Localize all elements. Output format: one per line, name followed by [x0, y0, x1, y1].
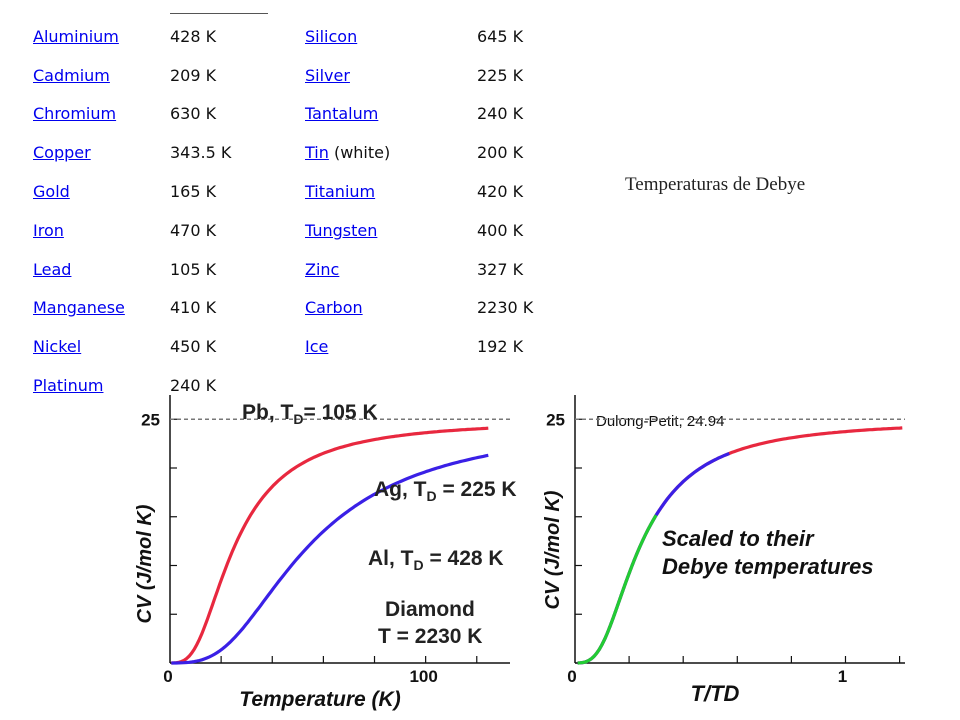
- element-link[interactable]: Ice: [305, 337, 329, 357]
- element-link[interactable]: Carbon: [305, 298, 363, 318]
- debye-temperature: 165 K: [170, 182, 217, 202]
- element-link[interactable]: Tin: [305, 143, 329, 163]
- label-al: Al, TD = 428 K: [368, 547, 504, 573]
- table-row: Iron 470 K Tungsten 400 K: [33, 211, 557, 250]
- debye-temperature: 420 K: [477, 182, 524, 202]
- chart1-ylabel-c: CV (J/mol K): [134, 504, 156, 623]
- debye-temperature: 410 K: [170, 298, 217, 318]
- element-link[interactable]: Iron: [33, 220, 64, 240]
- debye-temperature: 450 K: [170, 337, 217, 357]
- debye-temperature: 470 K: [170, 220, 217, 240]
- debye-temperature: 192 K: [477, 337, 524, 357]
- chart1-y-tick-label: 25: [141, 410, 160, 429]
- table-row: Cadmium 209 K Silver 225 K: [33, 56, 557, 95]
- element-link[interactable]: Silicon: [305, 26, 358, 46]
- debye-temperature: 225 K: [477, 65, 524, 85]
- label-pb: Pb, TD= 105 K: [242, 401, 378, 427]
- chart1-x-tick-label: 100: [409, 667, 437, 686]
- element-link[interactable]: Copper: [33, 143, 91, 163]
- table-row: Chromium 630 K Tantalum 240 K: [33, 95, 557, 134]
- dulong-petit-label: Dulong-Petit, 24.94: [596, 413, 724, 430]
- debye-temperature: 428 K: [170, 26, 217, 46]
- chart1-xlabel: Temperature (K): [239, 688, 400, 711]
- element-link[interactable]: Lead: [33, 259, 72, 279]
- element-link[interactable]: Cadmium: [33, 65, 110, 85]
- debye-temperature: 630 K: [170, 104, 217, 124]
- table-row: Copper 343.5 K Tin (white) 200 K: [33, 133, 557, 172]
- element-link[interactable]: Silver: [305, 65, 350, 85]
- debye-temperature-table: Aluminium 428 K Silicon 645 K Cadmium 209 K Si…: [33, 17, 557, 405]
- caption: Temperaturas de Debye: [625, 174, 806, 195]
- chart2-x-tick-label: 1: [838, 667, 847, 686]
- chart2-x-tick-label: 0: [567, 667, 576, 686]
- chart1-x-tick-label: 0: [163, 667, 172, 686]
- table-row: Manganese 410 K Carbon 2230 K: [33, 289, 557, 328]
- scaled-note-1: Scaled to their: [662, 526, 815, 551]
- chart2-xlabel: T/TD: [691, 681, 740, 706]
- debye-temperature: 209 K: [170, 65, 217, 85]
- debye-temperature: 240 K: [477, 104, 524, 124]
- table-row: Gold 165 K Titanium 420 K: [33, 172, 557, 211]
- debye-temperature: 400 K: [477, 220, 524, 240]
- debye-temperature: 105 K: [170, 259, 217, 279]
- chart1-ylabel: CV (J/mol K): [134, 504, 156, 623]
- table-row: Platinum 240 K: [33, 366, 557, 405]
- chart1-series-pb: [171, 426, 489, 665]
- element-link[interactable]: Nickel: [33, 337, 82, 357]
- chart2-series-al: [577, 514, 658, 665]
- element-link[interactable]: Manganese: [33, 298, 125, 318]
- element-link[interactable]: Gold: [33, 182, 70, 202]
- debye-temperature: 2230 K: [477, 298, 534, 318]
- debye-temperature: 645 K: [477, 26, 524, 46]
- debye-temperature: 200 K: [477, 143, 524, 163]
- chart2-ylabel: CV (J/mol K): [542, 490, 564, 609]
- element-link[interactable]: Tantalum: [305, 104, 379, 124]
- table-top-rule: [170, 13, 268, 14]
- table-row: Lead 105 K Zinc 327 K: [33, 250, 557, 289]
- debye-temperature: 240 K: [170, 376, 217, 396]
- element-link[interactable]: Chromium: [33, 104, 117, 124]
- chart2-y-tick-label: 25: [546, 410, 565, 429]
- element-link[interactable]: Aluminium: [33, 26, 119, 46]
- element-link[interactable]: Tungsten: [305, 220, 378, 240]
- scaled-note-2: Debye temperatures: [662, 554, 874, 579]
- element-link[interactable]: Zinc: [305, 259, 340, 279]
- table-row: Nickel 450 K Ice 192 K: [33, 327, 557, 366]
- debye-temperature: 327 K: [477, 259, 524, 279]
- element-link[interactable]: Platinum: [33, 376, 104, 396]
- label-diamond-2: T = 2230 K: [378, 625, 482, 648]
- chart1-series-ag: [171, 453, 489, 665]
- element-link[interactable]: Titanium: [305, 182, 376, 202]
- element-note: (white): [328, 143, 391, 163]
- debye-temperature: 343.5 K: [170, 143, 232, 163]
- table-row: Aluminium 428 K Silicon 645 K: [33, 17, 557, 56]
- label-diamond-1: Diamond: [385, 598, 475, 621]
- label-ag: Ag, TD = 225 K: [374, 478, 517, 504]
